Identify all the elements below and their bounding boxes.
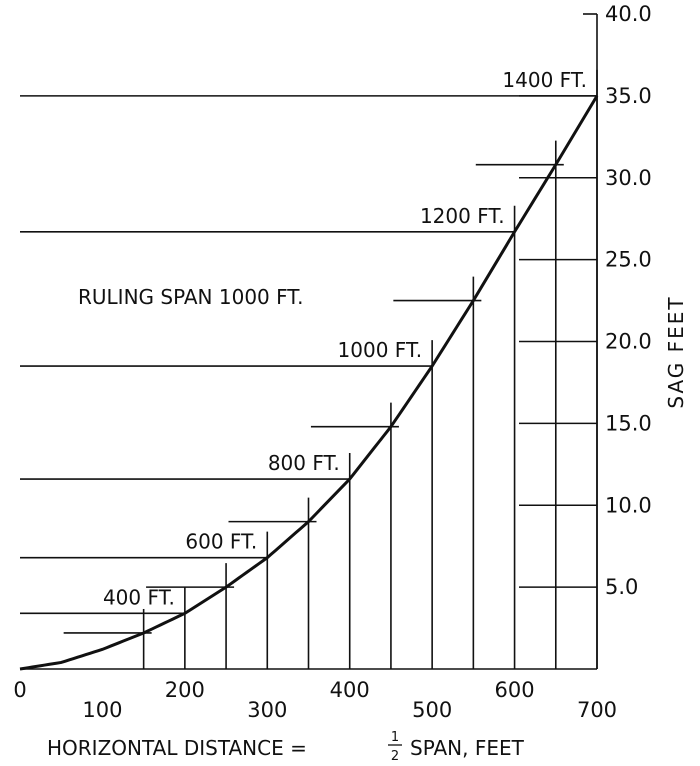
y-tick-label: 35.0 bbox=[605, 84, 652, 108]
y-axis-title: SAG FEET bbox=[664, 295, 688, 408]
x-axis-title-fraction-den: 2 bbox=[391, 749, 399, 764]
x-tick-label: 700 bbox=[577, 698, 617, 722]
span-label: 400 FT. bbox=[103, 585, 175, 609]
span-label: 1200 FT. bbox=[420, 204, 505, 228]
x-tick-label: 600 bbox=[495, 678, 535, 702]
y-tick-label: 10.0 bbox=[605, 493, 652, 517]
x-tick-label: 100 bbox=[82, 698, 122, 722]
curve-layer bbox=[19, 95, 599, 671]
x-tick-label: 400 bbox=[330, 678, 370, 702]
y-tick-label: 20.0 bbox=[605, 330, 652, 354]
x-tick-label: 200 bbox=[165, 678, 205, 702]
y-tick-label: 25.0 bbox=[605, 248, 652, 272]
ruling-span-annotation: RULING SPAN 1000 FT. bbox=[78, 285, 303, 309]
x-tick-label: 300 bbox=[247, 698, 287, 722]
span-label: 800 FT. bbox=[268, 451, 340, 475]
y-tick-label: 30.0 bbox=[605, 166, 652, 190]
y-tick-label: 5.0 bbox=[605, 575, 638, 599]
x-tick-label: 0 bbox=[13, 678, 26, 702]
x-axis-title-lead: HORIZONTAL DISTANCE = bbox=[47, 736, 307, 760]
sag-curve bbox=[19, 95, 599, 671]
span-label: 1400 FT. bbox=[502, 68, 587, 92]
x-axis-title: HORIZONTAL DISTANCE = 1 2 SPAN, FEET bbox=[47, 730, 525, 764]
x-tick-label: 500 bbox=[412, 698, 452, 722]
y-tick-label: 40.0 bbox=[605, 2, 652, 26]
y-tick-label: 15.0 bbox=[605, 411, 652, 435]
label-layer: 5.0 10.0 15.0 20.0 25.0 30.0 35.0 40.0 0 100 200 30… bbox=[13, 2, 651, 722]
span-label: 600 FT. bbox=[185, 530, 257, 554]
x-axis-title-fraction-num: 1 bbox=[391, 730, 399, 745]
x-axis-title-tail: SPAN, FEET bbox=[410, 736, 525, 760]
span-label: 1000 FT. bbox=[338, 338, 423, 362]
grid-layer bbox=[20, 13, 598, 670]
